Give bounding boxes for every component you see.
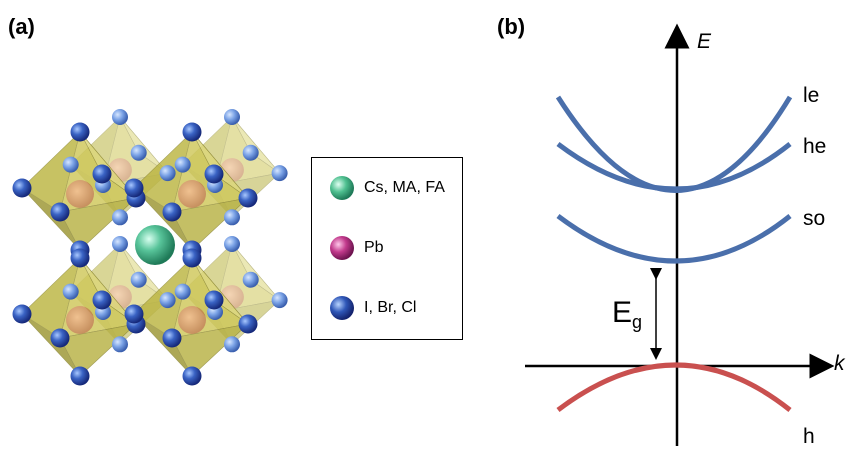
- halide-sphere: [130, 144, 147, 161]
- halide-sphere: [182, 366, 202, 386]
- band-gap-label: Eg: [612, 296, 643, 332]
- band-label-h: h: [803, 425, 815, 448]
- halide-sphere: [182, 248, 202, 268]
- halide-sphere: [130, 271, 147, 288]
- band-he-curve: [556, 142, 792, 192]
- lead-sphere: [66, 180, 94, 208]
- halide-sphere: [271, 292, 288, 309]
- halide-sphere: [242, 271, 259, 288]
- halide-sphere: [12, 304, 32, 324]
- lead-sphere: [66, 306, 94, 334]
- band-structure-diagram: [525, 23, 835, 446]
- halide-sphere: [70, 366, 90, 386]
- energy-axis-label: E: [697, 30, 712, 53]
- halide-sphere: [174, 156, 191, 173]
- halide-sphere: [112, 209, 128, 226]
- band-label-so: so: [803, 207, 826, 230]
- lead-sphere: [178, 180, 206, 208]
- legend-item-cation: Cs, MA, FA: [328, 174, 445, 202]
- halide-sphere: [92, 290, 112, 310]
- halide-sphere: [62, 283, 79, 300]
- blue-sphere-icon: [330, 296, 354, 320]
- halide-sphere: [159, 165, 176, 182]
- halide-sphere: [238, 314, 258, 334]
- band-gap-subscript: g: [632, 312, 643, 332]
- legend-box: Cs, MA, FA Pb I, Br, Cl: [311, 157, 463, 340]
- lead-sphere: [178, 306, 206, 334]
- legend-label-lead: Pb: [364, 239, 384, 256]
- halide-sphere: [70, 248, 90, 268]
- halide-sphere: [112, 236, 128, 252]
- band-le-curve: [555, 95, 793, 193]
- halide-sphere: [204, 164, 224, 184]
- octahedron-4: [21, 131, 137, 251]
- band-label-le: le: [803, 84, 820, 107]
- legend-item-halide: I, Br, Cl: [328, 294, 416, 322]
- panel-b-label: (b): [497, 14, 526, 39]
- halide-sphere: [271, 165, 288, 182]
- halide-sphere: [12, 178, 32, 198]
- halide-sphere: [174, 283, 191, 300]
- halide-sphere: [204, 290, 224, 310]
- perovskite-crystal-illustration: [12, 109, 288, 386]
- halide-sphere: [162, 202, 182, 222]
- halide-sphere: [162, 328, 182, 348]
- a-site-cation-sphere: [135, 225, 175, 265]
- band-label-he: he: [803, 135, 827, 158]
- halide-sphere: [50, 202, 70, 222]
- halide-sphere: [238, 188, 258, 208]
- green-sphere-icon: [330, 176, 354, 200]
- halide-sphere: [159, 292, 176, 309]
- halide-sphere: [112, 336, 128, 353]
- panel-a-label: (a): [8, 14, 35, 39]
- halide-sphere: [242, 144, 259, 161]
- legend-label-halide: I, Br, Cl: [364, 299, 417, 316]
- halide-sphere: [70, 122, 90, 142]
- halide-sphere: [92, 164, 112, 184]
- magenta-sphere-icon: [330, 236, 354, 260]
- halide-sphere: [224, 336, 240, 353]
- halide-sphere: [224, 209, 240, 226]
- band-so-curve: [556, 214, 792, 264]
- legend-item-lead: Pb: [328, 234, 384, 262]
- halide-sphere: [124, 304, 144, 324]
- halide-sphere: [112, 109, 128, 125]
- halide-sphere: [224, 109, 240, 125]
- halide-sphere: [124, 178, 144, 198]
- legend-label-cation: Cs, MA, FA: [364, 179, 445, 196]
- band-h-curve: [556, 362, 792, 412]
- halide-sphere: [224, 236, 240, 252]
- halide-sphere: [50, 328, 70, 348]
- k-axis-label: k: [834, 352, 845, 375]
- halide-sphere: [182, 122, 202, 142]
- halide-sphere: [62, 156, 79, 173]
